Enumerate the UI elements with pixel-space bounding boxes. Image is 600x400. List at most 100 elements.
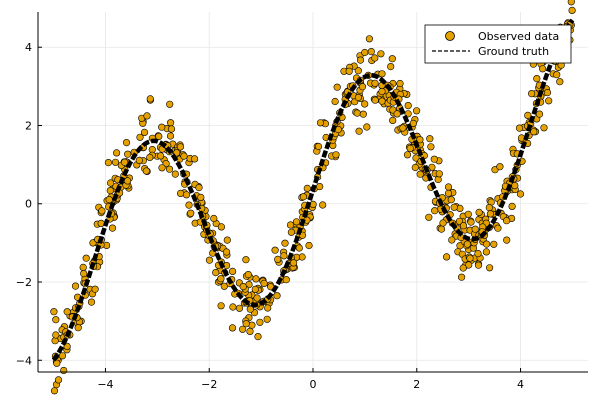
data-point [280, 252, 288, 260]
data-point [295, 244, 303, 252]
data-point [416, 136, 424, 144]
x-tick-label: 0 [310, 378, 317, 391]
data-point [223, 236, 231, 244]
data-point [412, 154, 420, 162]
data-point [378, 87, 386, 96]
data-point [80, 270, 88, 278]
data-point [354, 67, 362, 75]
data-point [389, 116, 397, 124]
data-point [387, 62, 395, 71]
data-point [527, 89, 536, 98]
data-point [371, 54, 379, 62]
data-point [443, 253, 451, 261]
data-point [471, 225, 479, 233]
data-point [406, 144, 414, 152]
data-point [256, 318, 264, 326]
data-point [176, 143, 184, 151]
x-tick-label: 4 [517, 378, 524, 391]
data-point [54, 376, 63, 384]
data-point [399, 124, 407, 132]
data-point [377, 50, 385, 58]
data-point [260, 279, 268, 288]
data-point [146, 153, 154, 161]
data-point [396, 79, 404, 88]
data-point [205, 256, 214, 264]
x-tick-label: −2 [201, 378, 217, 391]
data-point [444, 189, 453, 197]
data-point [50, 308, 58, 316]
data-point [567, 0, 575, 6]
data-point [393, 110, 401, 118]
data-point [228, 324, 237, 332]
data-point [253, 294, 261, 302]
legend-label-ground-truth: Ground truth [478, 45, 549, 58]
data-point [319, 201, 327, 209]
data-point [286, 221, 295, 229]
data-point [111, 158, 120, 166]
data-point [106, 179, 115, 187]
data-point [530, 128, 538, 136]
data-point [290, 259, 298, 267]
data-point [97, 219, 105, 227]
data-point [533, 74, 541, 83]
data-point [371, 96, 379, 104]
data-point [450, 203, 458, 211]
data-point [143, 112, 151, 120]
data-point [264, 304, 272, 312]
legend-box [424, 24, 572, 64]
ground-truth-path [51, 18, 575, 362]
legend: Observed data Ground truth [424, 24, 572, 64]
data-point [155, 132, 163, 140]
data-point [242, 256, 250, 264]
axes [37, 12, 588, 373]
data-point [437, 225, 446, 233]
data-point [403, 151, 412, 159]
data-point [246, 305, 254, 313]
data-point [50, 387, 59, 395]
data-point [427, 143, 435, 151]
data-point [166, 100, 174, 108]
data-point [98, 207, 106, 215]
data-point [112, 149, 121, 157]
data-point [426, 135, 434, 143]
data-point [508, 202, 516, 210]
data-point [223, 248, 231, 256]
data-point [60, 366, 68, 375]
data-point [538, 65, 547, 73]
x-tick-label: −4 [97, 378, 113, 391]
data-point [263, 315, 271, 323]
data-point [475, 208, 483, 216]
data-point [463, 240, 472, 248]
data-point [274, 255, 282, 264]
data-point [217, 223, 225, 231]
data-point [171, 170, 179, 178]
data-point [106, 187, 114, 195]
data-point [378, 70, 386, 78]
data-point [474, 261, 483, 269]
data-point [459, 264, 467, 272]
data-point [439, 219, 447, 227]
data-point [124, 150, 132, 158]
y-tick-label: −4 [16, 354, 32, 367]
data-point [146, 95, 154, 103]
data-point [158, 164, 166, 172]
data-point [459, 222, 468, 230]
data-point [345, 67, 353, 75]
data-point [220, 282, 228, 290]
data-point [431, 207, 439, 215]
data-point [444, 183, 453, 191]
data-point [455, 217, 464, 225]
data-point [314, 142, 323, 151]
data-point [435, 170, 443, 178]
data-point [305, 241, 313, 250]
y-tick-label: 4 [25, 41, 32, 54]
data-point [353, 109, 361, 117]
data-point [191, 155, 199, 163]
data-point [356, 56, 365, 64]
data-point [217, 275, 225, 283]
data-point [104, 159, 112, 167]
data-point [425, 213, 433, 221]
data-point [496, 163, 504, 171]
data-point [332, 151, 340, 159]
